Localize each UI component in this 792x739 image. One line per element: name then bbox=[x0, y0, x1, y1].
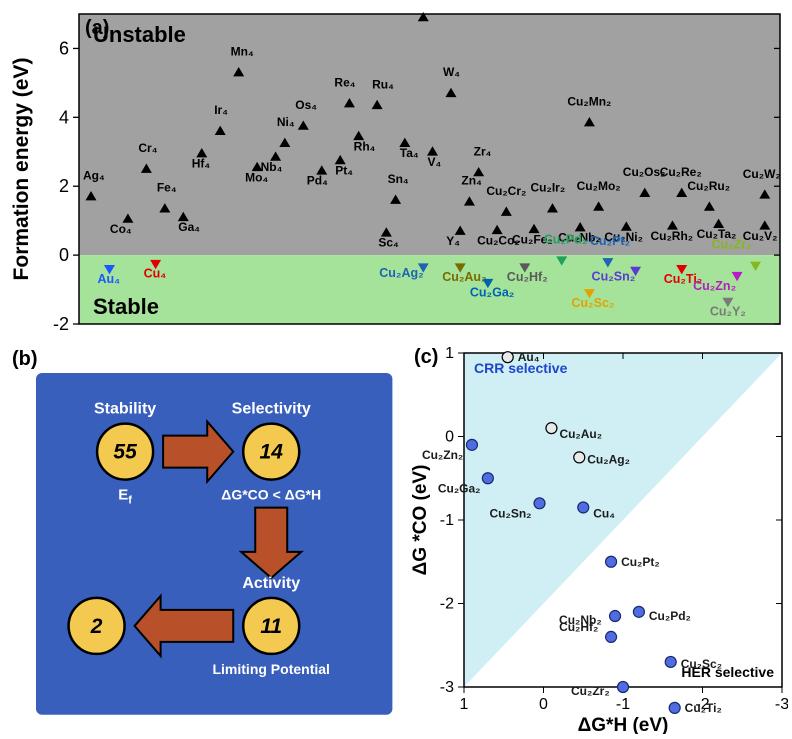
svg-text:ΔG*H (eV): ΔG*H (eV) bbox=[578, 715, 669, 734]
svg-text:Cu₂Hf₂: Cu₂Hf₂ bbox=[507, 270, 548, 284]
svg-text:Cu₂Pd₂: Cu₂Pd₂ bbox=[649, 609, 691, 623]
svg-text:Au₄: Au₄ bbox=[97, 272, 120, 286]
svg-text:Cr₄: Cr₄ bbox=[138, 141, 157, 155]
svg-text:Cu₂Y₂: Cu₂Y₂ bbox=[710, 305, 746, 319]
svg-text:Cu₂Zn₂: Cu₂Zn₂ bbox=[693, 279, 736, 293]
svg-text:Hf₄: Hf₄ bbox=[192, 157, 211, 171]
svg-text:Cu₂Ga₂: Cu₂Ga₂ bbox=[438, 481, 481, 495]
svg-text:Ga₄: Ga₄ bbox=[178, 220, 200, 234]
panel-a-svg: -20246Formation energy (eV)UnstableStabl… bbox=[4, 4, 788, 335]
svg-text:Re₄: Re₄ bbox=[334, 76, 355, 90]
svg-text:Cu₂Ru₂: Cu₂Ru₂ bbox=[687, 179, 730, 193]
svg-text:Cu₂Zr₂: Cu₂Zr₂ bbox=[712, 237, 752, 251]
svg-text:1: 1 bbox=[445, 345, 454, 362]
svg-text:Zr₄: Zr₄ bbox=[474, 144, 492, 158]
svg-text:Cu₂Re₂: Cu₂Re₂ bbox=[660, 165, 702, 179]
svg-text:Cu₄: Cu₄ bbox=[144, 267, 167, 281]
svg-text:Co₄: Co₄ bbox=[110, 222, 132, 236]
svg-text:W₄: W₄ bbox=[443, 65, 460, 79]
svg-text:ΔG*CO < ΔG*H: ΔG*CO < ΔG*H bbox=[221, 487, 321, 503]
svg-text:Cu₂Sn₂: Cu₂Sn₂ bbox=[490, 506, 532, 520]
svg-text:Nb₄: Nb₄ bbox=[261, 160, 283, 174]
svg-text:Cu₂Ir₂: Cu₂Ir₂ bbox=[530, 181, 565, 195]
svg-text:Formation energy (eV): Formation energy (eV) bbox=[10, 58, 33, 281]
svg-text:Cu₂Zn₂: Cu₂Zn₂ bbox=[422, 448, 463, 462]
svg-text:Cu₂Mo₂: Cu₂Mo₂ bbox=[577, 179, 621, 193]
svg-text:(b): (b) bbox=[12, 348, 38, 370]
svg-text:Cu₂Au₂: Cu₂Au₂ bbox=[442, 270, 486, 284]
panel-b: (b)55StabilityEf14SelectivityΔG*CO < ΔG*… bbox=[4, 341, 402, 734]
svg-text:14: 14 bbox=[260, 441, 284, 464]
svg-text:-1: -1 bbox=[440, 512, 454, 529]
svg-text:Cu₂Mn₂: Cu₂Mn₂ bbox=[567, 95, 611, 109]
svg-text:Ir₄: Ir₄ bbox=[214, 103, 228, 117]
svg-text:Cu₂Ga₂: Cu₂Ga₂ bbox=[470, 286, 514, 300]
svg-text:Cu₂Sc₂: Cu₂Sc₂ bbox=[681, 657, 722, 671]
svg-text:Activity: Activity bbox=[242, 575, 300, 592]
panel-a: -20246Formation energy (eV)UnstableStabl… bbox=[4, 4, 788, 335]
svg-text:55: 55 bbox=[113, 441, 137, 464]
svg-text:Limiting Potential: Limiting Potential bbox=[212, 661, 329, 677]
svg-text:Mn₄: Mn₄ bbox=[231, 45, 254, 59]
svg-text:2: 2 bbox=[90, 615, 103, 638]
svg-text:Pd₄: Pd₄ bbox=[307, 174, 328, 188]
svg-text:Ta₄: Ta₄ bbox=[400, 146, 419, 160]
svg-text:Rh₄: Rh₄ bbox=[354, 139, 376, 153]
svg-text:Cu₂W₂: Cu₂W₂ bbox=[743, 167, 781, 181]
svg-text:0: 0 bbox=[539, 696, 548, 713]
svg-text:(a): (a) bbox=[85, 17, 109, 39]
svg-text:-3: -3 bbox=[440, 679, 454, 696]
figure-canvas: -20246Formation energy (eV)UnstableStabl… bbox=[0, 0, 792, 739]
panel-b-svg: (b)55StabilityEf14SelectivityΔG*CO < ΔG*… bbox=[4, 341, 402, 734]
svg-text:Cu₂Ti₂: Cu₂Ti₂ bbox=[685, 701, 722, 715]
svg-text:Os₄: Os₄ bbox=[295, 98, 317, 112]
svg-text:Cu₂Au₂: Cu₂Au₂ bbox=[559, 427, 602, 441]
svg-text:0: 0 bbox=[59, 245, 69, 265]
svg-text:Cu₂Sc₂: Cu₂Sc₂ bbox=[571, 296, 614, 310]
svg-text:Stable: Stable bbox=[93, 294, 159, 319]
svg-text:Cu₂Rh₂: Cu₂Rh₂ bbox=[650, 229, 693, 243]
svg-text:Cu₄: Cu₄ bbox=[593, 506, 615, 520]
svg-text:-2: -2 bbox=[53, 314, 69, 334]
svg-text:Cu₂Hf₂: Cu₂Hf₂ bbox=[559, 620, 598, 634]
svg-text:1: 1 bbox=[460, 696, 469, 713]
svg-text:Ag₄: Ag₄ bbox=[83, 169, 105, 183]
svg-text:-3: -3 bbox=[775, 696, 788, 713]
svg-text:Ni₄: Ni₄ bbox=[277, 115, 295, 129]
svg-text:Sc₄: Sc₄ bbox=[378, 236, 399, 250]
svg-text:-1: -1 bbox=[616, 696, 630, 713]
svg-text:(c): (c) bbox=[414, 346, 438, 368]
svg-text:Ru₄: Ru₄ bbox=[372, 77, 394, 91]
svg-text:0: 0 bbox=[445, 429, 454, 446]
svg-text:6: 6 bbox=[59, 38, 69, 58]
svg-text:Cu₂Pt₂: Cu₂Pt₂ bbox=[590, 234, 630, 248]
svg-text:Cu₂Zr₂: Cu₂Zr₂ bbox=[571, 684, 610, 698]
panel-c: 10-1-2-310-1-2-3ΔG*H (eV)ΔG *CO (eV)(c)C… bbox=[406, 341, 788, 734]
svg-text:Selectivity: Selectivity bbox=[232, 401, 311, 418]
svg-text:V₄: V₄ bbox=[428, 155, 442, 169]
svg-text:Sn₄: Sn₄ bbox=[388, 172, 409, 186]
svg-text:Fe₄: Fe₄ bbox=[157, 181, 177, 195]
panel-c-svg: 10-1-2-310-1-2-3ΔG*H (eV)ΔG *CO (eV)(c)C… bbox=[406, 341, 788, 734]
svg-text:Au₄: Au₄ bbox=[518, 350, 540, 364]
svg-text:2: 2 bbox=[59, 176, 69, 196]
svg-text:ΔG *CO (eV): ΔG *CO (eV) bbox=[410, 465, 431, 576]
svg-text:Pt₄: Pt₄ bbox=[335, 163, 353, 177]
svg-text:Stability: Stability bbox=[94, 401, 156, 418]
svg-text:Cu₂Pd₂: Cu₂Pd₂ bbox=[544, 232, 588, 246]
svg-text:4: 4 bbox=[59, 107, 69, 127]
svg-text:Cu₂Pt₂: Cu₂Pt₂ bbox=[621, 555, 660, 569]
svg-text:Cu₂Ag₂: Cu₂Ag₂ bbox=[587, 452, 630, 466]
svg-text:-2: -2 bbox=[440, 596, 454, 613]
svg-text:11: 11 bbox=[260, 615, 282, 638]
svg-text:Cu₂Sn₂: Cu₂Sn₂ bbox=[592, 270, 636, 284]
svg-text:Cu₂Ag₂: Cu₂Ag₂ bbox=[379, 266, 423, 280]
svg-text:Y₄: Y₄ bbox=[446, 234, 460, 248]
svg-text:Cu₂Cr₂: Cu₂Cr₂ bbox=[486, 184, 526, 198]
